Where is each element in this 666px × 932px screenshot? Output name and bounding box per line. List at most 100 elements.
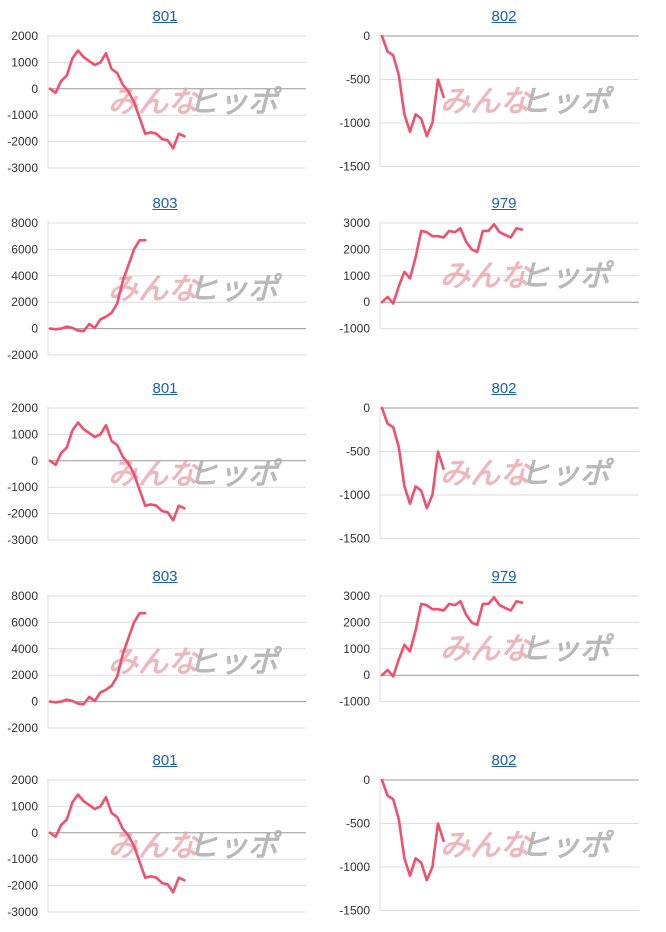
y-tick-label: 2000 [11, 773, 38, 787]
y-tick-label: 3000 [343, 216, 370, 230]
chart-panel: 801 2000 1000 0 -1000 -2000 -3000 みんな ヒッポ [0, 8, 330, 188]
y-tick-label: 8000 [11, 216, 38, 230]
series-line [48, 238, 147, 333]
watermark-logo: ヒッポ [188, 829, 283, 864]
chart-title-link[interactable]: 802 [491, 752, 517, 769]
y-tick-label: 2000 [11, 29, 38, 43]
y-tick-label: -1000 [339, 322, 370, 336]
watermark-logo: みんな [108, 457, 201, 492]
y-tick-label: 1000 [11, 799, 38, 813]
y-tick-label: -500 [346, 445, 370, 459]
y-tick-label: 1000 [11, 427, 38, 441]
chart-title-link[interactable]: 802 [491, 8, 517, 25]
y-tick-label: -1000 [7, 108, 38, 122]
series-line [380, 778, 445, 882]
watermark-logo: ヒッポ [520, 632, 615, 667]
y-tick-label: 0 [363, 401, 370, 415]
chart-title-link[interactable]: 979 [491, 568, 517, 585]
chart-title-link[interactable]: 801 [152, 752, 178, 769]
y-tick-label: 0 [363, 773, 370, 787]
y-tick-label: -2000 [7, 348, 38, 362]
y-tick-label: -1000 [7, 480, 38, 494]
series-line [48, 793, 186, 894]
y-tick-label: -1500 [339, 532, 370, 546]
series-line [380, 222, 524, 305]
y-tick-label: 0 [31, 454, 38, 468]
series-line [380, 595, 524, 678]
y-tick-label: 3000 [343, 589, 370, 603]
y-tick-label: -500 [346, 817, 370, 831]
y-tick-label: 2000 [11, 401, 38, 415]
chart-panel: 979 3000 2000 1000 0 -1000 みんな ヒッポ [331, 195, 661, 375]
y-tick-label: 1000 [343, 642, 370, 656]
y-tick-label: -1000 [339, 488, 370, 502]
y-tick-label: -1500 [339, 160, 370, 174]
watermark-logo: みんな [440, 259, 533, 294]
y-tick-label: 4000 [11, 642, 38, 656]
chart-title-link[interactable]: 803 [152, 195, 178, 212]
chart-panel: 803 8000 6000 4000 2000 0 -2000 みんな ヒッポ [0, 568, 330, 748]
y-tick-label: -2000 [7, 507, 38, 521]
chart-title-link[interactable]: 802 [491, 380, 517, 397]
watermark-logo: みんな [440, 456, 533, 491]
y-tick-label: -2000 [7, 135, 38, 149]
chart-panel: 802 0 -500 -1000 -1500 みんな ヒッポ [331, 8, 661, 188]
y-tick-label: 4000 [11, 269, 38, 283]
y-tick-label: -1000 [7, 852, 38, 866]
chart-panel: 802 0 -500 -1000 -1500 みんな ヒッポ [331, 380, 661, 560]
y-tick-label: -3000 [7, 905, 38, 919]
y-tick-label: 0 [31, 826, 38, 840]
y-tick-label: 6000 [11, 615, 38, 629]
chart-panel: 979 3000 2000 1000 0 -1000 みんな ヒッポ [331, 568, 661, 748]
chart-panel: 802 0 -500 -1000 -1500 みんな ヒッポ [331, 752, 661, 932]
y-tick-label: 0 [363, 29, 370, 43]
y-tick-label: 0 [363, 295, 370, 309]
y-tick-label: -2000 [7, 879, 38, 893]
watermark-logo: みんな [440, 84, 533, 119]
chart-title-link[interactable]: 803 [152, 568, 178, 585]
watermark-logo: ヒッポ [188, 85, 283, 120]
chart-panel: 801 2000 1000 0 -1000 -2000 -3000 みんな ヒッポ [0, 752, 330, 932]
series-line [48, 611, 147, 706]
watermark-logo: ヒッポ [188, 645, 283, 680]
chart-title-link[interactable]: 979 [491, 195, 517, 212]
y-tick-label: 0 [31, 82, 38, 96]
watermark-logo: みんな [440, 632, 533, 667]
chart-panel: 803 8000 6000 4000 2000 0 -2000 みんな ヒッポ [0, 195, 330, 375]
chart-panel: 801 2000 1000 0 -1000 -2000 -3000 みんな ヒッポ [0, 380, 330, 560]
y-tick-label: 2000 [343, 615, 370, 629]
series-line [380, 34, 445, 138]
watermark-logo: みんな [440, 828, 533, 863]
watermark-logo: ヒッポ [520, 456, 615, 491]
y-tick-label: 0 [31, 322, 38, 336]
y-tick-label: -1000 [339, 116, 370, 130]
y-tick-label: -2000 [7, 721, 38, 735]
y-tick-label: 2000 [11, 668, 38, 682]
watermark-logo: ヒッポ [520, 828, 615, 863]
y-tick-label: 6000 [11, 242, 38, 256]
y-tick-label: 2000 [11, 295, 38, 309]
y-tick-label: -1500 [339, 904, 370, 918]
y-tick-label: -3000 [7, 161, 38, 175]
series-line [380, 406, 445, 510]
chart-title-link[interactable]: 801 [152, 380, 178, 397]
y-tick-label: -1000 [339, 695, 370, 709]
series-line [48, 421, 186, 522]
y-tick-label: -500 [346, 73, 370, 87]
watermark-logo: ヒッポ [520, 84, 615, 119]
watermark-logo: ヒッポ [520, 259, 615, 294]
watermark-logo: みんな [108, 829, 201, 864]
chart-title-link[interactable]: 801 [152, 8, 178, 25]
y-tick-label: 0 [31, 695, 38, 709]
watermark-logo: みんな [108, 85, 201, 120]
